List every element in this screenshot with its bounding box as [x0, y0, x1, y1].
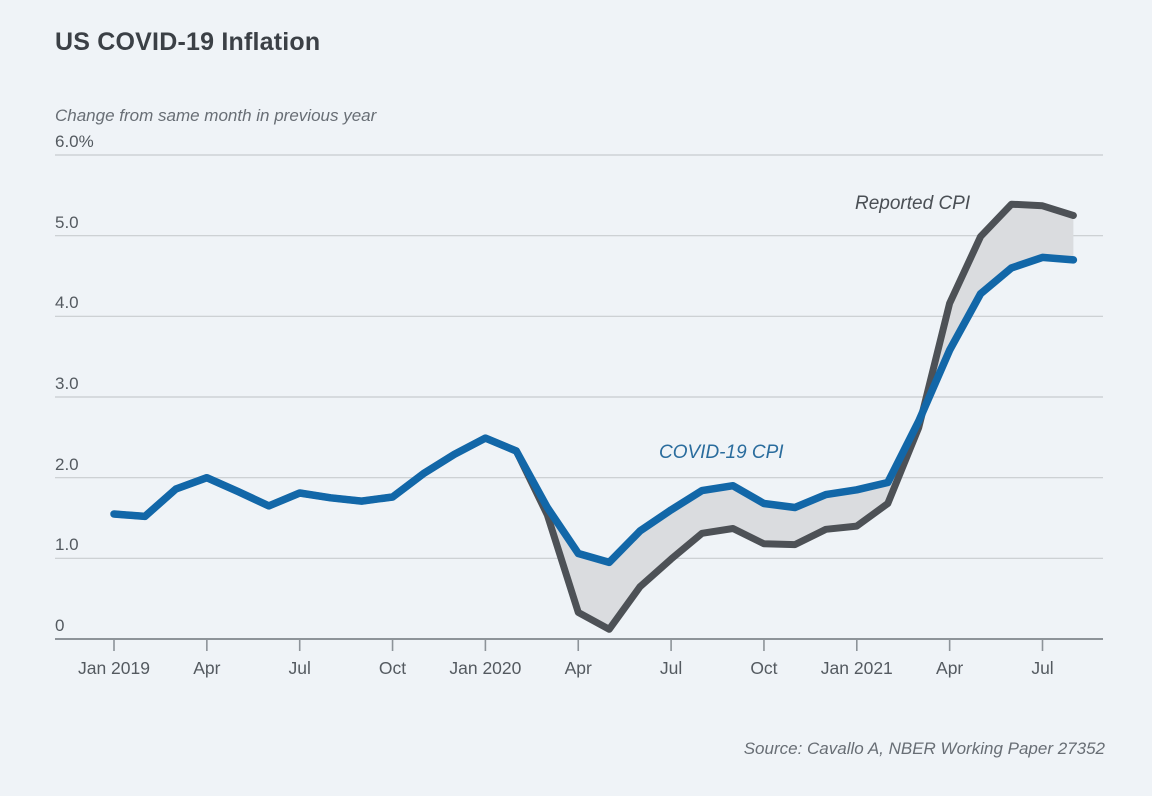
y-axis-label: 5.0	[55, 212, 79, 232]
source-note: Source: Cavallo A, NBER Working Paper 27…	[743, 739, 1105, 758]
reported-cpi-series-label: Reported CPI	[855, 193, 971, 214]
y-axis-label: 1.0	[55, 535, 79, 555]
x-axis-label: Oct	[750, 658, 778, 678]
y-axis-label: 3.0	[55, 374, 79, 393]
x-axis-label: Jul	[1031, 658, 1054, 678]
y-axis-label: 0	[55, 616, 65, 635]
x-axis-label: Apr	[193, 658, 221, 678]
y-axis-label: 4.0	[55, 293, 79, 313]
x-axis-label: Jan 2019	[77, 658, 150, 678]
chart-title: US COVID-19 Inflation	[55, 28, 321, 56]
covid-cpi-line	[110, 253, 1078, 567]
difference-band	[114, 204, 1074, 630]
x-axis-label: Jul	[659, 658, 683, 678]
y-axis-label: 6.0%	[55, 132, 94, 151]
x-axis-label: Jul	[288, 658, 311, 678]
x-axis-label: Oct	[378, 658, 407, 678]
x-axis-label: Jan 2021	[820, 658, 893, 678]
y-axis-label: 2.0	[55, 454, 79, 474]
x-axis-label: Apr	[564, 658, 592, 678]
covid-cpi-series-label: COVID-19 CPI	[659, 442, 784, 463]
x-axis-label: Apr	[936, 658, 964, 678]
chart-subtitle: Change from same month in previous year	[55, 106, 377, 125]
x-axis-label: Jan 2020	[449, 658, 522, 678]
